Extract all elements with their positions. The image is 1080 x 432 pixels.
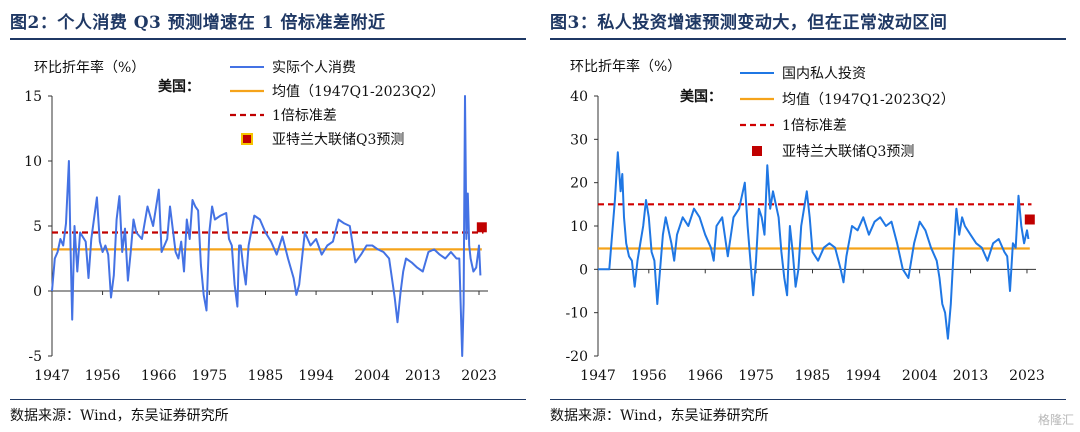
forecast-marker (1024, 214, 1035, 225)
y-tick-label: -10 (565, 306, 588, 322)
legend-label-series: 国内私人投资 (782, 66, 866, 82)
x-tick-label: 2004 (902, 368, 938, 384)
series-line (598, 151, 1030, 340)
legend-label-std: 1倍标准差 (782, 118, 847, 134)
y-tick-label: 10 (570, 219, 588, 235)
x-tick-label: 2004 (354, 368, 390, 384)
region-label: 美国： (680, 88, 722, 105)
x-tick-label: 1966 (687, 368, 723, 384)
legend-label-mean: 均值（1947Q1-2023Q2） (782, 92, 955, 108)
x-tick-label: 2023 (1009, 368, 1045, 384)
y-axis-label: 环比折年率（%） (34, 59, 145, 76)
title-rule (550, 38, 1066, 40)
investment-chart: -20 -10 0 10 20 30 40 1947 1956 1966 1975 1985 1994 2… (565, 58, 1045, 384)
y-tick-label: -20 (565, 349, 588, 365)
source-note: 数据来源：Wind，东吴证券研究所 (10, 408, 229, 424)
y-tick-label: 10 (24, 154, 42, 170)
y-tick-label: 40 (570, 89, 588, 105)
series-line (51, 95, 482, 357)
x-tick-label: 1947 (580, 368, 616, 384)
y-tick-label: 5 (33, 219, 42, 235)
legend-label-std: 1倍标准差 (272, 108, 337, 124)
x-tick-label: 1994 (845, 368, 881, 384)
chart-panel-investment: 图3：私人投资增速预测变动大，但在正常波动区间 -20 -10 0 10 20 30 40 1… (540, 0, 1080, 432)
y-tick-label: 0 (579, 262, 588, 278)
source-note: 数据来源：Wind，东吴证券研究所 (550, 408, 769, 424)
x-tick-label: 1947 (34, 368, 70, 384)
y-tick-label: 20 (570, 176, 588, 192)
y-tick-label: 15 (24, 89, 42, 105)
legend-label-series: 实际个人消费 (272, 60, 356, 76)
y-tick-label: 30 (570, 132, 588, 148)
y-tick-label: 0 (33, 284, 42, 300)
legend-label-forecast: 亚特兰大联储Q3预测 (782, 144, 914, 160)
x-tick-label: 1956 (631, 368, 667, 384)
watermark: 格隆汇 (1037, 413, 1074, 427)
x-tick-label: 1985 (248, 368, 284, 384)
source-rule (10, 399, 526, 400)
y-tick-label: -5 (28, 349, 42, 365)
chart-panel-consumption: 图2：个人消费 Q3 预测增速在 1 倍标准差附近 -5 0 5 10 15 1947 19… (10, 13, 526, 424)
legend-label-mean: 均值（1947Q1-2023Q2） (272, 84, 445, 100)
forecast-marker (476, 222, 487, 233)
x-tick-label: 2013 (405, 368, 441, 384)
legend-label-forecast: 亚特兰大联储Q3预测 (272, 132, 404, 148)
consumption-chart: -5 0 5 10 15 1947 1956 1966 1975 1985 1994 2004 2013… (24, 59, 497, 384)
x-tick-label: 2023 (461, 368, 497, 384)
x-tick-label: 1966 (141, 368, 177, 384)
legend-swatch-forecast (752, 146, 762, 156)
chart-title: 图2：个人消费 Q3 预测增速在 1 倍标准差附近 (10, 13, 386, 33)
source-rule (550, 399, 1066, 400)
x-tick-label: 2013 (953, 368, 989, 384)
y-axis-label: 环比折年率（%） (570, 58, 681, 75)
x-tick-label: 1975 (738, 368, 774, 384)
x-tick-label: 1975 (191, 368, 227, 384)
x-tick-label: 1956 (85, 368, 121, 384)
region-label: 美国： (158, 78, 200, 95)
title-rule (10, 38, 526, 40)
x-tick-label: 1994 (298, 368, 334, 384)
chart-title: 图3：私人投资增速预测变动大，但在正常波动区间 (550, 13, 948, 33)
legend-swatch-forecast (241, 133, 253, 145)
x-tick-label: 1985 (795, 368, 831, 384)
